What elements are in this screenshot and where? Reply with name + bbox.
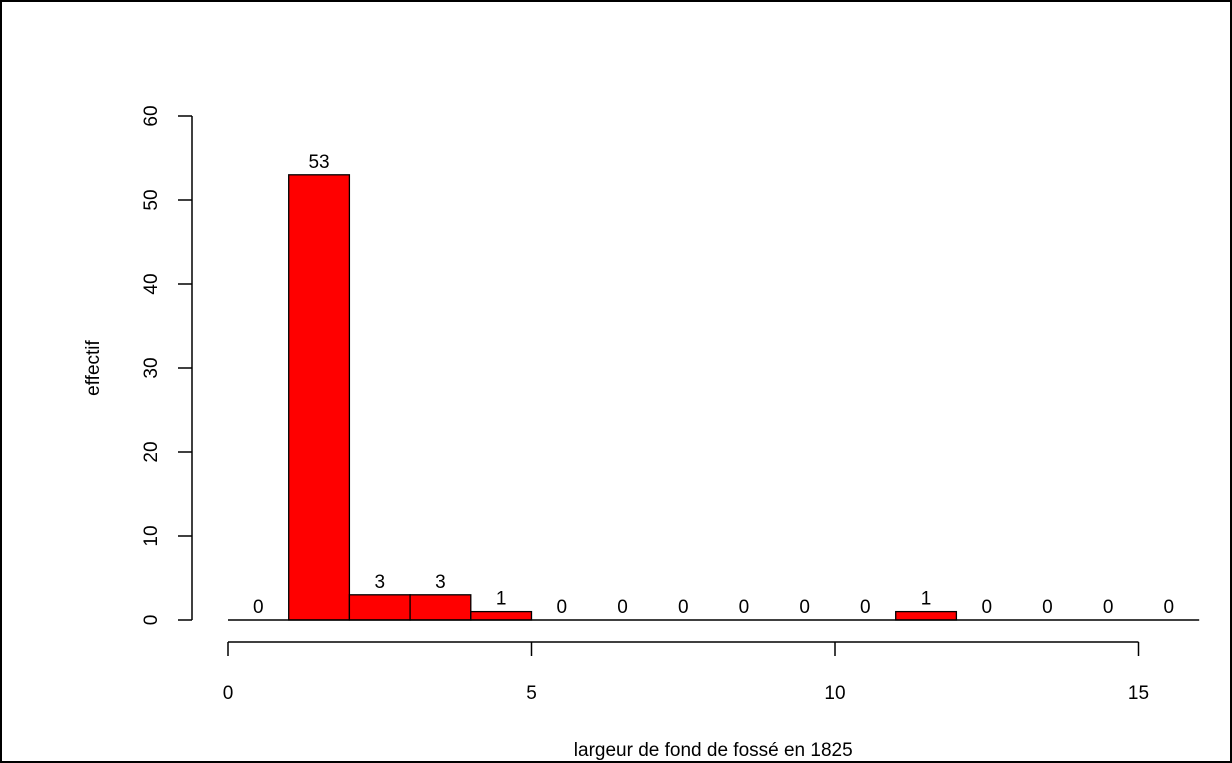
bar-count-label-9: 0 xyxy=(799,597,810,618)
bar-count-label-5: 0 xyxy=(557,597,568,618)
bar-count-label-0: 0 xyxy=(253,597,264,618)
x-tick-label-2: 10 xyxy=(824,683,845,704)
bar-count-label-15: 0 xyxy=(1164,597,1175,618)
y-tick-label-5: 50 xyxy=(141,189,162,210)
bar-count-label-10: 0 xyxy=(860,597,871,618)
bar-count-label-2: 3 xyxy=(374,572,385,593)
bar-count-label-1: 53 xyxy=(308,152,329,173)
bar-count-label-14: 0 xyxy=(1103,597,1114,618)
y-tick-label-6: 60 xyxy=(141,105,162,126)
bar-count-label-13: 0 xyxy=(1042,597,1053,618)
histogram-bar-4 xyxy=(470,610,533,621)
bar-count-label-11: 1 xyxy=(921,589,932,610)
x-tick-label-1: 5 xyxy=(526,683,537,704)
x-tick-label-0: 0 xyxy=(223,683,234,704)
y-tick-label-3: 30 xyxy=(141,357,162,378)
histogram-bar-2 xyxy=(348,594,411,621)
bar-count-labels: 0 53 3 3 1 0 0 0 0 0 0 1 0 0 0 0 xyxy=(253,152,1174,618)
y-axis-title: effectif xyxy=(83,339,104,395)
y-axis: 0 10 20 30 40 50 60 xyxy=(141,105,193,626)
histogram-bars xyxy=(288,174,958,621)
bar-count-label-7: 0 xyxy=(678,597,689,618)
bar-count-label-8: 0 xyxy=(739,597,750,618)
bar-count-label-12: 0 xyxy=(981,597,992,618)
bar-count-label-3: 3 xyxy=(435,572,446,593)
bar-count-label-6: 0 xyxy=(617,597,628,618)
x-axis-title: largeur de fond de fossé en 1825 xyxy=(574,740,853,761)
y-tick-label-4: 40 xyxy=(141,273,162,294)
y-tick-label-1: 10 xyxy=(141,525,162,546)
x-tick-label-3: 15 xyxy=(1128,683,1149,704)
bar-count-label-4: 1 xyxy=(496,589,507,610)
y-tick-label-2: 20 xyxy=(141,441,162,462)
y-tick-label-0: 0 xyxy=(141,615,162,626)
histogram-bar-3 xyxy=(409,594,472,621)
histogram-bar-1 xyxy=(288,174,351,621)
x-axis: 0 5 10 15 xyxy=(223,641,1149,704)
histogram-bar-11 xyxy=(895,610,958,621)
